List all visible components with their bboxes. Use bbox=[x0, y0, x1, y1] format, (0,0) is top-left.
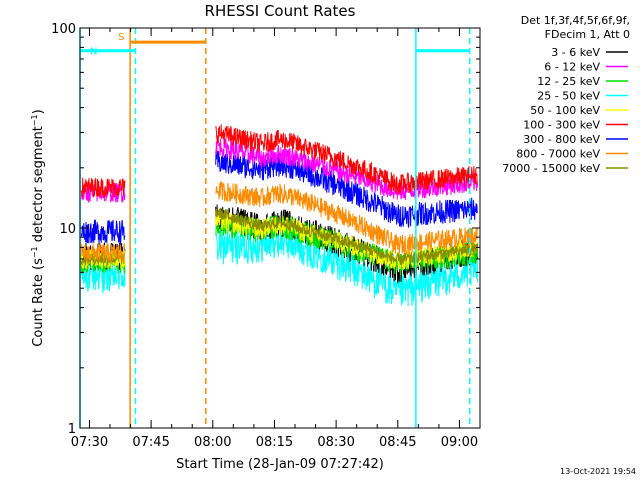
y-axis-label-main: Count Rate (s bbox=[31, 258, 46, 347]
series-25-50kev-segment-2 bbox=[215, 222, 479, 306]
chart-title: RHESSI Count Rates bbox=[205, 2, 356, 20]
series-7000-15000kev-segment-2 bbox=[215, 207, 479, 266]
x-tick-label-2: 08:00 bbox=[194, 435, 231, 450]
legend-label-7000-15000kev: 7000 - 15000 keV bbox=[502, 162, 600, 175]
series-300-800kev-segment-1 bbox=[80, 219, 126, 244]
x-tick-label-0: 07:30 bbox=[71, 435, 108, 450]
legend-label-3-6kev: 3 - 6 keV bbox=[551, 46, 600, 59]
y-axis-label-mid: detector segment bbox=[31, 126, 46, 246]
y-axis-label-exp-2: −1 bbox=[30, 114, 39, 126]
x-tick-label-4: 08:30 bbox=[317, 435, 354, 450]
legend-header-2: FDecim 1, Att 0 bbox=[545, 28, 630, 41]
series-800-7000kev-segment-1 bbox=[80, 242, 126, 263]
series-6-12kev-segment-1 bbox=[80, 182, 126, 203]
legend-label-12-25kev: 12 - 25 keV bbox=[537, 75, 600, 88]
y-axis-label: Count Rate (s−1 detector segment−1) bbox=[30, 109, 46, 346]
legend-label-300-800kev: 300 - 800 keV bbox=[523, 133, 600, 146]
legend: Det 1f,3f,4f,5f,6f,9f, FDecim 1, Att 0 3… bbox=[502, 14, 630, 175]
x-tick-label-6: 09:00 bbox=[441, 435, 478, 450]
y-axis-label-end: ) bbox=[31, 109, 46, 114]
series-100-300kev-segment-1 bbox=[80, 177, 126, 199]
x-tick-label-3: 08:15 bbox=[256, 435, 293, 450]
legend-label-800-7000kev: 800 - 7000 keV bbox=[516, 148, 600, 161]
state-bar-label-n: N bbox=[90, 47, 97, 58]
footer-timestamp: 13-Oct-2021 19:54 bbox=[560, 467, 636, 476]
series-layer bbox=[80, 124, 479, 306]
legend-header-1: Det 1f,3f,4f,5f,6f,9f, bbox=[521, 14, 630, 27]
y-tick-label-0: 1 bbox=[68, 422, 76, 437]
x-axis-label: Start Time (28-Jan-09 07:27:42) bbox=[176, 457, 384, 472]
legend-label-100-300kev: 100 - 300 keV bbox=[523, 119, 600, 132]
y-tick-label-1: 10 bbox=[59, 222, 76, 237]
x-tick-label-5: 08:45 bbox=[379, 435, 416, 450]
state-bar-label-s: S bbox=[118, 32, 124, 43]
y-tick-label-2: 100 bbox=[51, 22, 76, 37]
x-tick-label-1: 07:45 bbox=[132, 435, 169, 450]
legend-label-25-50kev: 25 - 50 keV bbox=[537, 90, 600, 103]
y-axis-label-exp-1: −1 bbox=[30, 246, 39, 258]
legend-label-6-12kev: 6 - 12 keV bbox=[544, 61, 600, 74]
legend-label-50-100kev: 50 - 100 keV bbox=[530, 104, 600, 117]
ticks-layer: 07:30 07:45 08:00 08:15 08:30 08:45 09:00 1 10 10… bbox=[51, 22, 481, 450]
series-800-7000kev-segment-2 bbox=[215, 181, 479, 255]
series-100-300kev-segment-2 bbox=[215, 124, 478, 195]
